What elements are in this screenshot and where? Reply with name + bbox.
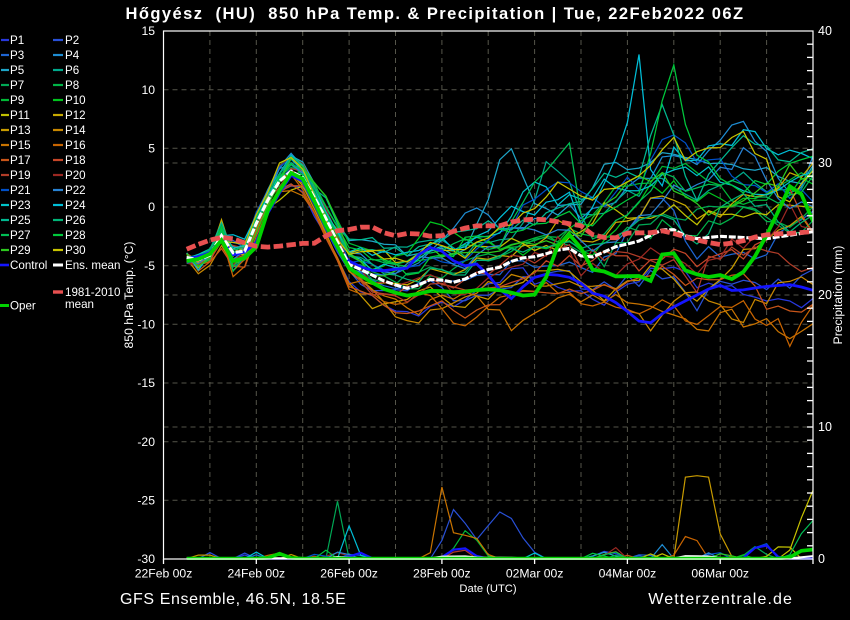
- svg-text:P19: P19: [10, 169, 31, 182]
- svg-text:P6: P6: [65, 64, 79, 77]
- svg-text:26Feb 00z: 26Feb 00z: [320, 567, 378, 581]
- svg-text:24Feb 00z: 24Feb 00z: [227, 567, 285, 581]
- svg-text:-5: -5: [144, 259, 155, 273]
- svg-text:P29: P29: [10, 244, 31, 257]
- svg-text:P30: P30: [65, 244, 86, 257]
- svg-text:P3: P3: [10, 49, 24, 62]
- svg-text:0: 0: [148, 200, 155, 214]
- svg-text:Hőgyész (HU) 850 hPa Temp. &: Hőgyész (HU) 850 hPa Temp. & Precipitati…: [125, 5, 744, 23]
- svg-text:P25: P25: [10, 214, 31, 227]
- svg-text:06Mar 00z: 06Mar 00z: [691, 567, 749, 581]
- svg-text:P16: P16: [65, 139, 86, 152]
- svg-text:-15: -15: [137, 376, 155, 390]
- svg-text:P2: P2: [65, 34, 79, 47]
- svg-text:02Mar 00z: 02Mar 00z: [506, 567, 564, 581]
- svg-text:Precipitation (mm): Precipitation (mm): [831, 246, 845, 345]
- svg-text:P27: P27: [10, 229, 31, 242]
- svg-text:P24: P24: [65, 199, 86, 212]
- svg-text:04Mar 00z: 04Mar 00z: [599, 567, 657, 581]
- svg-text:P21: P21: [10, 184, 31, 197]
- svg-text:5: 5: [148, 142, 155, 156]
- svg-text:Date (UTC): Date (UTC): [459, 583, 516, 595]
- svg-text:mean: mean: [65, 298, 94, 311]
- svg-text:-20: -20: [137, 435, 155, 449]
- svg-text:P20: P20: [65, 169, 86, 182]
- svg-text:30: 30: [818, 156, 832, 170]
- svg-text:Ens. mean: Ens. mean: [65, 259, 120, 272]
- svg-text:P26: P26: [65, 214, 86, 227]
- svg-text:P11: P11: [10, 109, 30, 122]
- svg-text:1981-2010: 1981-2010: [65, 286, 120, 299]
- svg-text:P17: P17: [10, 154, 31, 167]
- svg-text:Control: Control: [10, 259, 47, 272]
- svg-text:-25: -25: [137, 494, 155, 508]
- svg-text:P1: P1: [10, 34, 24, 47]
- svg-text:P23: P23: [10, 199, 31, 212]
- svg-text:P13: P13: [10, 124, 31, 137]
- svg-text:40: 40: [818, 24, 832, 38]
- svg-text:P8: P8: [65, 79, 79, 92]
- svg-text:P9: P9: [10, 94, 24, 107]
- svg-text:-30: -30: [137, 552, 155, 566]
- svg-text:P22: P22: [65, 184, 86, 197]
- svg-text:10: 10: [141, 83, 155, 97]
- svg-text:P12: P12: [65, 109, 86, 122]
- svg-text:28Feb 00z: 28Feb 00z: [413, 567, 471, 581]
- svg-text:P28: P28: [65, 229, 86, 242]
- svg-text:P5: P5: [10, 64, 24, 77]
- svg-text:P4: P4: [65, 49, 80, 62]
- svg-text:Oper: Oper: [10, 300, 36, 313]
- svg-text:Wetterzentrale.de: Wetterzentrale.de: [648, 591, 793, 608]
- svg-text:P10: P10: [65, 94, 86, 107]
- svg-text:22Feb 00z: 22Feb 00z: [135, 567, 193, 581]
- svg-text:850 hPa Temp. (°C): 850 hPa Temp. (°C): [122, 242, 136, 349]
- svg-text:15: 15: [141, 24, 155, 38]
- svg-text:GFS Ensemble, 46.5N, 18.5E: GFS Ensemble, 46.5N, 18.5E: [120, 591, 346, 608]
- svg-text:20: 20: [818, 288, 832, 302]
- svg-text:10: 10: [818, 420, 832, 434]
- svg-text:P7: P7: [10, 79, 24, 92]
- svg-text:P18: P18: [65, 154, 86, 167]
- svg-text:P15: P15: [10, 139, 31, 152]
- svg-text:0: 0: [818, 552, 825, 566]
- svg-text:-10: -10: [137, 318, 155, 332]
- svg-text:P14: P14: [65, 124, 86, 137]
